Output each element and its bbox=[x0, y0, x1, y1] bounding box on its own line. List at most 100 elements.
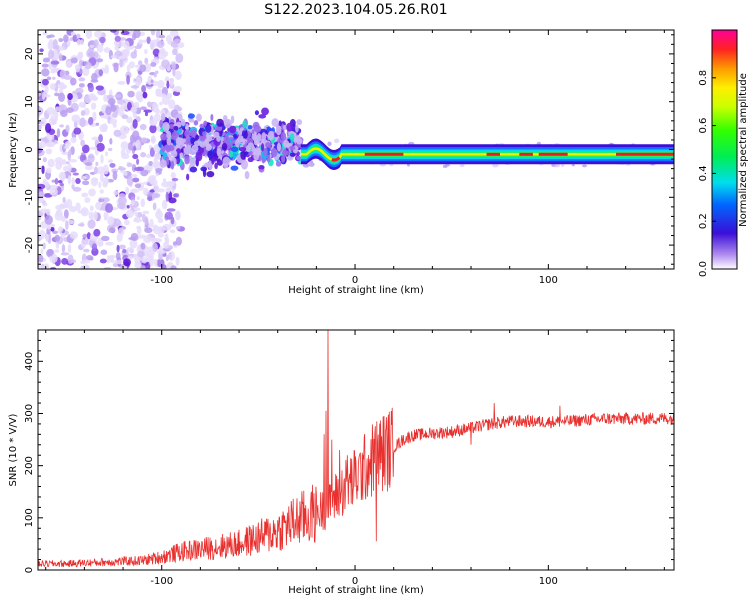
noise-blob bbox=[58, 38, 64, 43]
noise-blob bbox=[50, 115, 54, 122]
spectrogram-ylabel: Frequency (Hz) bbox=[8, 112, 19, 188]
noise-blob bbox=[84, 165, 94, 171]
cluster-blob bbox=[247, 125, 253, 130]
cluster-blob bbox=[242, 120, 247, 129]
noise-blob bbox=[70, 136, 77, 144]
cluster-blob bbox=[256, 133, 262, 142]
noise-blob bbox=[48, 49, 55, 60]
cluster-blob bbox=[171, 130, 179, 141]
noise-blob bbox=[133, 101, 140, 109]
y-tick-label: 300 bbox=[24, 404, 35, 423]
noise-blob bbox=[50, 60, 60, 65]
y-tick-label: -20 bbox=[24, 237, 35, 253]
noise-blob bbox=[126, 116, 133, 124]
cluster-blob bbox=[247, 157, 254, 163]
x-tick-label: -100 bbox=[150, 275, 173, 286]
noise-blob bbox=[147, 195, 153, 202]
noise-blob bbox=[145, 153, 152, 159]
noise-blob bbox=[67, 254, 74, 264]
noise-blob bbox=[140, 106, 147, 111]
noise-blob bbox=[100, 172, 104, 183]
cluster-blob bbox=[206, 170, 215, 178]
noise-blob bbox=[89, 171, 96, 175]
noise-blob bbox=[41, 165, 45, 175]
cluster-blob bbox=[216, 135, 221, 142]
cluster-blob bbox=[204, 138, 210, 147]
noise-blob bbox=[144, 111, 149, 117]
noise-blob bbox=[112, 218, 121, 227]
cluster-blob bbox=[267, 130, 275, 141]
x-tick-label: 0 bbox=[352, 576, 358, 587]
noise-blob bbox=[38, 260, 41, 269]
cluster-blob bbox=[230, 165, 239, 171]
noise-blob bbox=[45, 148, 53, 155]
band-halo bbox=[571, 163, 575, 167]
noise-blob bbox=[170, 171, 176, 179]
noise-blob bbox=[168, 251, 175, 261]
noise-blob bbox=[158, 93, 167, 98]
noise-blob bbox=[48, 38, 54, 49]
cluster-blob bbox=[289, 152, 296, 157]
noise-blob bbox=[150, 79, 154, 84]
noise-blob bbox=[142, 210, 150, 215]
noise-blob bbox=[96, 142, 105, 152]
noise-blob bbox=[49, 83, 56, 91]
y-tick-label: 0 bbox=[24, 567, 35, 573]
noise-blob bbox=[38, 191, 45, 198]
noise-blob bbox=[87, 84, 94, 93]
noise-blob bbox=[141, 39, 147, 43]
noise-blob bbox=[86, 48, 94, 58]
noise-blob bbox=[151, 102, 159, 113]
noise-blob bbox=[75, 202, 81, 211]
cluster-blob bbox=[196, 113, 202, 122]
noise-blob bbox=[169, 78, 174, 87]
noise-blob bbox=[166, 80, 170, 89]
noise-blob bbox=[65, 220, 69, 231]
cluster-blob bbox=[261, 107, 269, 116]
spectrogram-xlabel: Height of straight line (km) bbox=[288, 285, 424, 296]
noise-blob bbox=[175, 226, 181, 230]
noise-blob bbox=[143, 109, 153, 113]
cluster-blob bbox=[281, 154, 286, 163]
colorbar-gradient bbox=[712, 30, 737, 269]
noise-blob bbox=[174, 38, 181, 43]
noise-blob bbox=[68, 219, 75, 225]
noise-blob bbox=[59, 69, 66, 79]
cluster-blob bbox=[204, 162, 212, 168]
cluster-blob bbox=[258, 165, 265, 170]
noise-blob bbox=[63, 74, 73, 81]
noise-blob bbox=[98, 134, 103, 143]
noise-blob bbox=[88, 116, 94, 126]
band-halo bbox=[442, 164, 448, 168]
noise-blob bbox=[168, 99, 176, 110]
snr-marks bbox=[38, 330, 674, 568]
noise-blob bbox=[65, 140, 72, 147]
noise-blob bbox=[89, 44, 95, 48]
noise-blob bbox=[47, 158, 55, 168]
noise-blob bbox=[88, 211, 93, 220]
cluster-blob bbox=[258, 155, 262, 162]
noise-blob bbox=[54, 92, 60, 97]
noise-blob bbox=[149, 124, 157, 134]
noise-blob bbox=[152, 202, 157, 211]
noise-blob bbox=[139, 123, 147, 131]
noise-blob bbox=[157, 80, 165, 89]
noise-blob bbox=[128, 236, 137, 241]
noise-blob bbox=[38, 254, 44, 263]
colorbar: 0.0 0.2 0.4 0.6 0.8 Normalized spectral ampl… bbox=[698, 29, 749, 277]
x-tick-label: -100 bbox=[150, 576, 173, 587]
cluster-blob bbox=[260, 143, 265, 152]
noise-blob bbox=[120, 30, 130, 36]
noise-blob bbox=[161, 181, 171, 188]
noise-blob bbox=[80, 265, 85, 269]
noise-blob bbox=[107, 159, 113, 164]
noise-blob bbox=[170, 216, 175, 225]
noise-blob bbox=[135, 76, 142, 87]
noise-blob bbox=[95, 161, 99, 167]
noise-blob bbox=[96, 44, 104, 53]
noise-blob bbox=[76, 38, 81, 46]
noise-blob bbox=[108, 147, 113, 152]
colorbar-ticks: 0.0 0.2 0.4 0.6 0.8 bbox=[698, 70, 716, 277]
noise-blob bbox=[52, 76, 56, 80]
cluster-blob bbox=[266, 154, 271, 163]
